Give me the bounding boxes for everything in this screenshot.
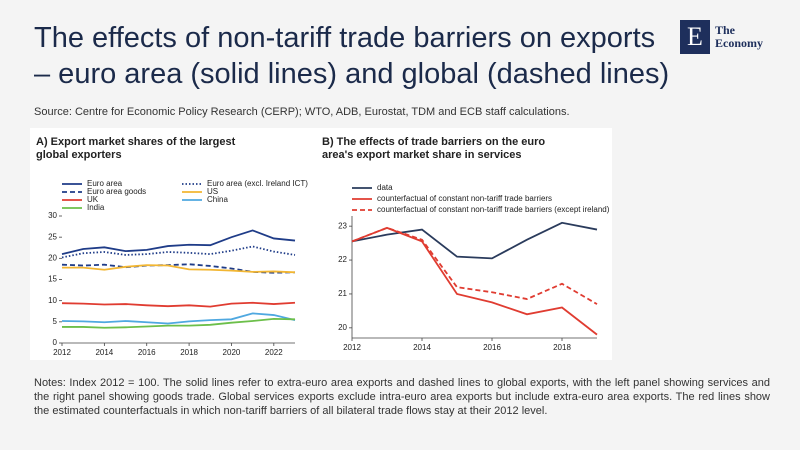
x-tick-label: 2016 — [138, 348, 156, 357]
y-tick-label: 0 — [53, 338, 58, 347]
y-tick-label: 23 — [338, 221, 347, 230]
legend-label: Euro area — [87, 179, 123, 188]
series-line — [61, 301, 296, 308]
legend-label: UK — [87, 195, 99, 204]
logo-mark: E — [680, 20, 710, 54]
legend-label: counterfactual of constant non-tariff tr… — [377, 194, 552, 203]
y-tick-label: 20 — [338, 323, 347, 332]
series-line — [61, 245, 296, 259]
legend-label: India — [87, 203, 105, 212]
y-tick-label: 20 — [48, 253, 57, 262]
x-tick-label: 2020 — [223, 348, 241, 357]
series-line — [61, 229, 296, 255]
panel-title: B) The effects of trade barriers on the … — [322, 136, 546, 161]
series-line — [62, 264, 296, 274]
legend-label: China — [207, 195, 228, 204]
x-tick-label: 2016 — [483, 343, 501, 352]
y-tick-label: 30 — [48, 211, 57, 220]
x-tick-label: 2022 — [265, 348, 283, 357]
logo-name: The Economy — [715, 23, 763, 50]
x-tick-label: 2012 — [53, 348, 71, 357]
chart: 0 5 10 15 20 25 30 2012 2014 2016 2018 2020 2022 Euro… — [48, 179, 308, 357]
x-tick-label: 2018 — [180, 348, 198, 357]
notes: Notes: Index 2012 = 100. The solid lines… — [34, 377, 770, 417]
panel-title: A) Export market shares of the largest g… — [36, 136, 236, 161]
x-tick-label: 2014 — [413, 343, 431, 352]
source: Source: Centre for Economic Policy Resea… — [34, 106, 570, 118]
series-line — [61, 312, 296, 325]
legend-label: counterfactual of constant non-tariff tr… — [377, 205, 610, 214]
series-line — [351, 221, 598, 260]
series-line — [351, 226, 598, 336]
y-tick-label: 22 — [338, 255, 347, 264]
series-line — [62, 317, 296, 329]
legend-label: data — [377, 183, 393, 192]
x-tick-label: 2012 — [343, 343, 361, 352]
y-tick-label: 5 — [53, 317, 58, 326]
legend-label: Euro area (excl. Ireland ICT) — [207, 179, 308, 188]
y-tick-label: 10 — [48, 296, 57, 305]
y-tick-label: 21 — [338, 289, 347, 298]
x-tick-label: 2014 — [95, 348, 113, 357]
logo: E The Economy — [680, 20, 775, 54]
legend-label: Euro area goods — [87, 187, 146, 196]
x-tick-label: 2018 — [553, 343, 571, 352]
y-tick-label: 15 — [48, 275, 57, 284]
chart-panels: A) Export market shares of the largest g… — [30, 128, 612, 360]
chart: 20 21 22 23 2012 2014 2016 2018 data counterfactu… — [338, 183, 610, 352]
slide-title: The effects of non-tariff trade barriers… — [34, 22, 670, 90]
series-line — [351, 226, 598, 305]
y-tick-label: 25 — [48, 232, 57, 241]
legend-label: US — [207, 187, 218, 196]
